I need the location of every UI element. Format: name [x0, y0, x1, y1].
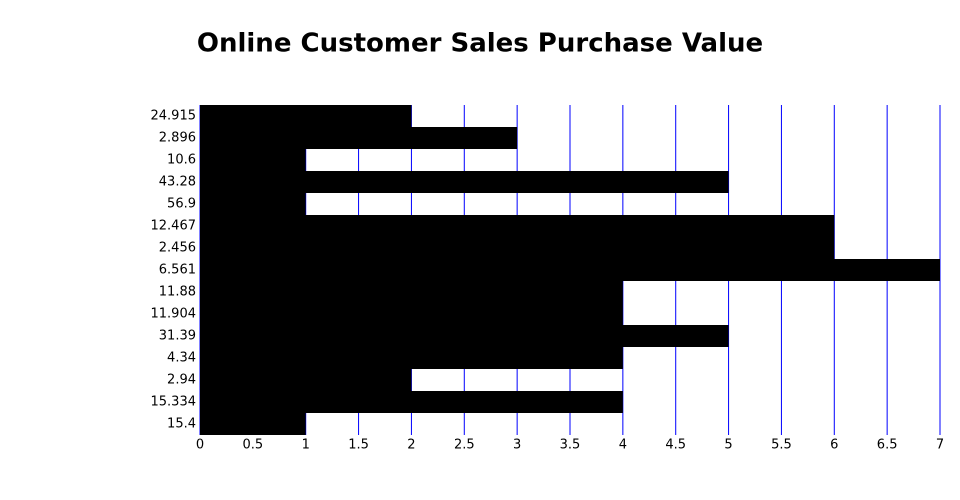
x-tick-label: 1.5 — [348, 438, 369, 453]
bar — [200, 259, 940, 281]
y-tick-label: 31.39 — [159, 329, 196, 344]
x-tick-label: 6.5 — [877, 438, 898, 453]
bar — [200, 193, 306, 215]
x-tick-label: 5.5 — [771, 438, 792, 453]
bar — [200, 149, 306, 171]
x-tick-label: 7 — [936, 438, 944, 453]
bar — [200, 369, 412, 391]
y-tick-label: 10.6 — [167, 153, 196, 168]
y-tick-label: 11.88 — [159, 285, 196, 300]
x-tick-label: 2.5 — [454, 438, 475, 453]
y-tick-label: 4.34 — [167, 351, 196, 366]
y-tick-label: 11.904 — [151, 307, 197, 322]
x-tick-label: 3.5 — [560, 438, 581, 453]
y-tick-label: 2.896 — [159, 131, 196, 146]
y-tick-label: 12.467 — [151, 219, 197, 234]
bar — [200, 281, 623, 303]
y-tick-label: 56.9 — [167, 197, 196, 212]
chart-title: Online Customer Sales Purchase Value — [197, 29, 763, 59]
bar — [200, 215, 835, 237]
y-tick-label: 2.94 — [167, 373, 196, 388]
x-tick-label: 4.5 — [665, 438, 686, 453]
x-tick-label: 3 — [513, 438, 521, 453]
y-tick-label: 15.4 — [167, 417, 196, 432]
y-tick-label: 15.334 — [151, 395, 197, 410]
x-tick-label: 6 — [830, 438, 838, 453]
bar — [200, 105, 412, 127]
bar — [200, 325, 729, 347]
y-tick-label: 6.561 — [159, 263, 196, 278]
x-tick-label: 5 — [724, 438, 732, 453]
y-tick-label: 2.456 — [159, 241, 196, 256]
bar — [200, 391, 623, 413]
x-tick-label: 4 — [619, 438, 627, 453]
y-tick-label: 43.28 — [159, 175, 196, 190]
bar — [200, 127, 518, 149]
bar — [200, 237, 835, 259]
bar — [200, 171, 729, 193]
y-tick-label: 24.915 — [151, 109, 197, 124]
x-tick-label: 1 — [302, 438, 310, 453]
x-tick-label: 0 — [196, 438, 204, 453]
bar — [200, 303, 623, 325]
x-tick-label: 2 — [407, 438, 415, 453]
x-tick-label: 0.5 — [243, 438, 264, 453]
bar — [200, 413, 306, 435]
bar — [200, 347, 623, 369]
